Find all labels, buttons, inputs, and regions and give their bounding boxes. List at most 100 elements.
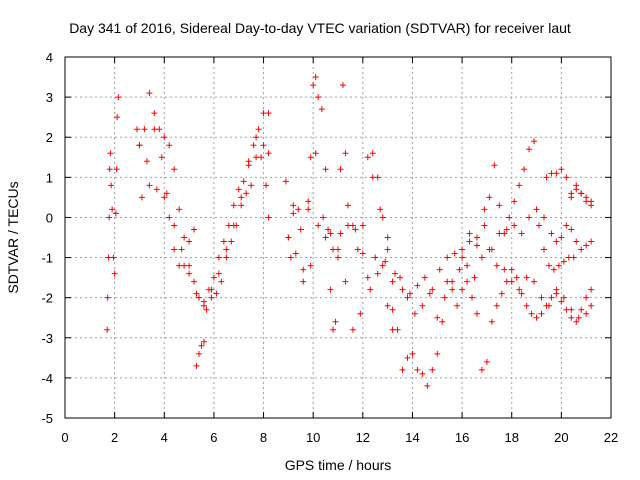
data-point	[305, 206, 312, 213]
data-point	[146, 182, 153, 189]
data-point	[404, 354, 411, 361]
data-point	[516, 286, 523, 293]
data-point	[536, 222, 543, 229]
series-trace-k	[568, 226, 595, 253]
data-point	[285, 234, 292, 241]
data-point	[553, 290, 560, 297]
data-point	[483, 358, 490, 365]
data-point	[208, 286, 215, 293]
data-point	[421, 274, 428, 281]
data-point	[171, 222, 178, 229]
data-point	[337, 166, 344, 173]
data-point	[171, 166, 178, 173]
data-point	[255, 126, 262, 133]
data-point	[486, 194, 493, 201]
data-point	[555, 262, 562, 269]
series-trace-d	[136, 126, 272, 305]
data-point	[553, 170, 560, 177]
data-point	[218, 278, 225, 285]
data-point	[573, 238, 580, 245]
data-point	[153, 186, 160, 193]
data-point	[573, 318, 580, 325]
data-point	[429, 366, 436, 373]
data-point	[330, 246, 337, 253]
data-point	[538, 310, 545, 317]
data-point	[186, 238, 193, 245]
data-point	[481, 222, 488, 229]
data-point	[464, 262, 471, 269]
data-point	[526, 146, 533, 153]
data-point	[141, 126, 148, 133]
data-point	[339, 82, 346, 89]
x-tick-label: 0	[61, 430, 68, 445]
data-point	[163, 190, 170, 197]
y-tick-label: -1	[41, 251, 53, 266]
data-point	[538, 294, 545, 301]
y-tick-label: -5	[41, 411, 53, 426]
data-point	[318, 106, 325, 113]
data-point	[531, 278, 538, 285]
data-point	[325, 226, 332, 233]
data-point	[238, 202, 245, 209]
data-point	[444, 254, 451, 261]
data-point	[508, 266, 515, 273]
data-point	[553, 238, 560, 245]
data-point	[392, 270, 399, 277]
data-point	[315, 222, 322, 229]
data-point	[397, 274, 404, 281]
y-tick-label: 2	[46, 130, 53, 145]
data-point	[230, 222, 237, 229]
y-tick-label: 4	[46, 50, 53, 65]
data-point	[258, 154, 265, 161]
data-point	[200, 338, 207, 345]
data-point	[503, 278, 510, 285]
data-point	[469, 294, 476, 301]
data-point	[208, 294, 215, 301]
data-point	[419, 302, 426, 309]
data-point	[558, 166, 565, 173]
x-axis-label: GPS time / hours	[285, 457, 392, 473]
data-point	[434, 350, 441, 357]
data-point	[143, 158, 150, 165]
data-point	[414, 366, 421, 373]
data-point	[563, 306, 570, 313]
data-point	[300, 266, 307, 273]
data-point	[379, 262, 386, 269]
data-point	[526, 214, 533, 221]
data-point	[312, 150, 319, 157]
grid-lines	[65, 57, 611, 418]
data-point	[543, 174, 550, 181]
data-point	[104, 294, 111, 301]
data-point	[330, 326, 337, 333]
data-point	[588, 302, 595, 309]
data-point	[265, 214, 272, 221]
data-point	[198, 342, 205, 349]
data-point	[558, 234, 565, 241]
data-point	[568, 314, 575, 321]
data-point	[322, 234, 329, 241]
data-point	[196, 350, 203, 357]
data-point	[335, 254, 341, 261]
data-point	[533, 314, 540, 321]
data-point	[478, 366, 485, 373]
data-point	[543, 302, 550, 309]
data-point	[322, 166, 329, 173]
data-point	[181, 262, 188, 269]
x-tick-label: 16	[455, 430, 469, 445]
data-point	[186, 270, 193, 277]
data-point	[107, 150, 114, 157]
data-point	[548, 230, 555, 237]
data-point	[290, 210, 297, 217]
data-point	[106, 214, 113, 221]
data-point	[523, 274, 530, 281]
data-point	[496, 202, 503, 209]
data-point	[488, 318, 495, 325]
plot-frame	[64, 56, 612, 419]
data-point	[498, 290, 505, 297]
data-point	[109, 206, 116, 213]
data-point	[411, 310, 418, 317]
data-point	[108, 182, 115, 189]
data-point	[439, 318, 446, 325]
